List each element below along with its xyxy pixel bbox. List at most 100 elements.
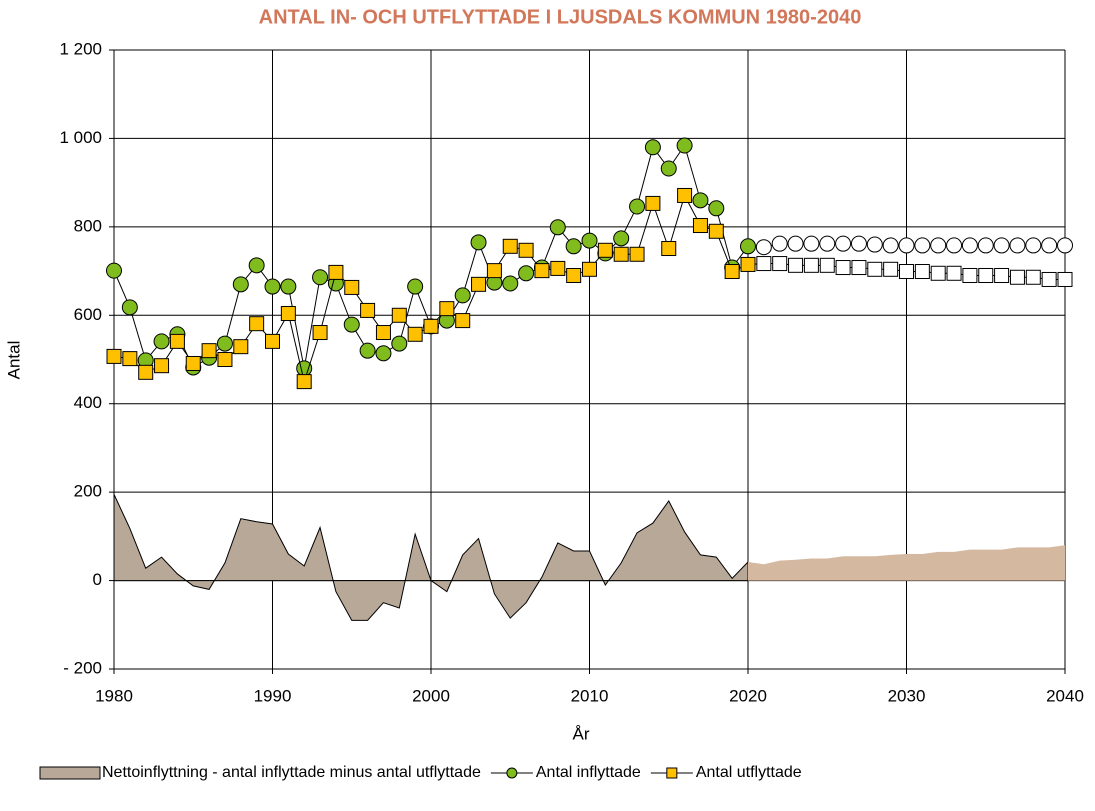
marker (454, 287, 471, 304)
marker (819, 257, 835, 273)
x-tick-label: 1990 (254, 686, 292, 705)
y-tick-label: 600 (74, 305, 102, 324)
marker (677, 187, 693, 203)
marker (185, 355, 201, 371)
y-tick-label: 1 000 (59, 128, 102, 147)
marker (850, 235, 867, 252)
marker (471, 276, 487, 292)
marker (851, 260, 867, 276)
marker (470, 234, 487, 251)
marker (914, 264, 930, 280)
marker (343, 316, 360, 333)
marker (835, 235, 852, 252)
marker (153, 333, 170, 350)
marker (993, 237, 1010, 254)
marker (502, 275, 519, 292)
marker (994, 267, 1010, 283)
marker (121, 299, 138, 316)
y-tick-label: 1 200 (59, 39, 102, 58)
marker (502, 238, 518, 254)
marker (661, 241, 677, 257)
marker (629, 198, 646, 215)
legend-label: Nettoinflyttning - antal inflyttade minu… (102, 764, 481, 781)
marker (1057, 237, 1073, 254)
marker (803, 235, 820, 252)
marker (486, 263, 502, 279)
marker (708, 200, 725, 217)
marker (866, 236, 883, 253)
marker (1057, 271, 1073, 287)
marker (597, 242, 613, 258)
legend-swatch (666, 767, 678, 779)
marker (772, 256, 788, 272)
marker (1041, 271, 1057, 287)
marker (312, 269, 329, 286)
area (748, 545, 1065, 581)
marker (898, 237, 915, 254)
marker (803, 257, 819, 273)
marker (391, 307, 407, 323)
marker (534, 263, 550, 279)
marker (518, 265, 535, 282)
marker (407, 278, 424, 295)
legend-label: Antal inflyttade (536, 764, 641, 781)
legend-label: Antal utflyttade (696, 764, 802, 781)
marker (280, 306, 296, 322)
marker (788, 257, 804, 273)
x-axis-label: År (573, 724, 590, 743)
y-tick-label: 800 (74, 216, 102, 235)
marker (977, 237, 994, 254)
marker (882, 237, 899, 254)
x-tick-label: 2030 (888, 686, 926, 705)
legend-swatch (506, 767, 518, 779)
marker (407, 326, 423, 342)
marker (946, 237, 963, 254)
marker (708, 223, 724, 239)
marker (1025, 269, 1041, 285)
marker (1041, 237, 1058, 254)
marker (122, 351, 138, 367)
marker (867, 261, 883, 277)
marker (232, 276, 249, 293)
marker (660, 160, 677, 177)
marker (756, 256, 772, 272)
marker (692, 192, 709, 209)
marker (740, 238, 756, 255)
marker (264, 278, 281, 295)
chart-title: ANTAL IN- OCH UTFLYTTADE I LJUSDALS KOMM… (259, 6, 862, 28)
marker (644, 139, 661, 156)
marker (1025, 237, 1042, 254)
marker (106, 262, 122, 279)
marker (549, 219, 566, 236)
marker (375, 325, 391, 341)
x-tick-label: 2000 (412, 686, 450, 705)
marker (169, 333, 185, 349)
marker (106, 348, 122, 364)
marker (883, 261, 899, 277)
marker (233, 339, 249, 355)
marker (217, 352, 233, 367)
marker (550, 260, 566, 276)
y-tick-label: 0 (93, 570, 102, 589)
marker (154, 358, 170, 374)
y-tick-label: 400 (74, 393, 102, 412)
marker (249, 316, 265, 332)
marker (280, 278, 297, 295)
marker (201, 343, 217, 359)
marker (566, 267, 582, 283)
y-tick-label: 200 (74, 482, 102, 501)
marker (518, 242, 534, 258)
marker (296, 374, 312, 390)
marker (1009, 237, 1026, 254)
y-tick-label: - 200 (63, 658, 102, 677)
marker (899, 264, 914, 280)
marker (914, 237, 931, 254)
marker (819, 235, 836, 252)
marker (565, 238, 582, 255)
marker (676, 137, 693, 154)
marker (391, 335, 408, 352)
marker (582, 261, 597, 277)
marker (946, 265, 962, 281)
marker (359, 342, 376, 359)
